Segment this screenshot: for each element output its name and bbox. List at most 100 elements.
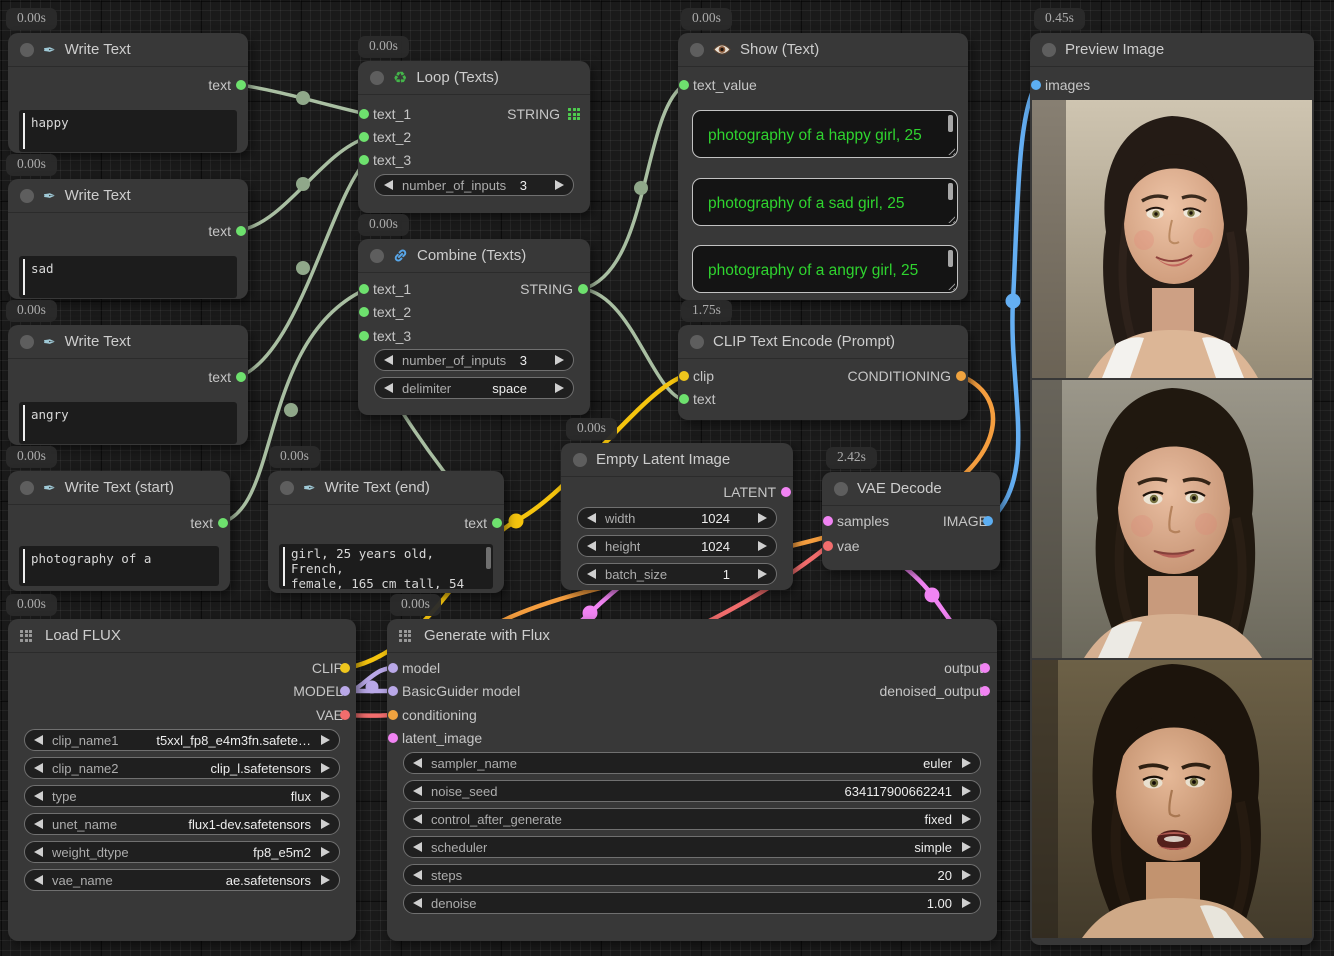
node-combine-texts[interactable]: Combine (Texts) text_1 text_2 text_3 STR… (358, 239, 590, 415)
increment-arrow-icon[interactable] (758, 541, 767, 551)
input-slot-basicguider-model[interactable] (388, 686, 398, 696)
preview-image-sad[interactable] (1032, 380, 1312, 658)
decrement-arrow-icon[interactable] (413, 870, 422, 880)
increment-arrow-icon[interactable] (962, 814, 971, 824)
resize-handle-icon[interactable] (946, 214, 955, 223)
input-slot-text1[interactable] (359, 109, 369, 119)
input-slot-text1[interactable] (359, 284, 369, 294)
scrollbar-thumb[interactable] (948, 250, 953, 267)
decrement-arrow-icon[interactable] (384, 383, 393, 393)
widget-unet-name[interactable]: unet_name flux1-dev.safetensors (24, 813, 340, 835)
widget-weight-dtype[interactable]: weight_dtype fp8_e5m2 (24, 841, 340, 863)
decrement-arrow-icon[interactable] (413, 814, 422, 824)
increment-arrow-icon[interactable] (962, 870, 971, 880)
text-input[interactable]: happy (19, 110, 237, 152)
reroute-dot[interactable] (924, 587, 940, 603)
decrement-arrow-icon[interactable] (413, 758, 422, 768)
widget-steps[interactable]: steps 20 (403, 864, 981, 886)
decrement-arrow-icon[interactable] (34, 847, 43, 857)
collapse-dot[interactable] (280, 480, 294, 495)
increment-arrow-icon[interactable] (758, 569, 767, 579)
reroute-dot[interactable] (365, 680, 379, 694)
reroute-dot[interactable] (284, 403, 298, 417)
output-slot-model[interactable] (340, 686, 350, 696)
resize-handle-icon[interactable] (946, 281, 955, 290)
widget-type[interactable]: type flux (24, 785, 340, 807)
node-clip-text-encode[interactable]: CLIP Text Encode (Prompt) clip text COND… (678, 325, 968, 420)
decrement-arrow-icon[interactable] (34, 875, 43, 885)
decrement-arrow-icon[interactable] (413, 786, 422, 796)
increment-arrow-icon[interactable] (962, 842, 971, 852)
widget-scheduler[interactable]: scheduler simple (403, 836, 981, 858)
collapse-dot[interactable] (370, 248, 384, 263)
output-slot-text[interactable] (236, 80, 246, 90)
preview-image-angry[interactable] (1032, 660, 1312, 938)
increment-arrow-icon[interactable] (962, 786, 971, 796)
increment-arrow-icon[interactable] (962, 898, 971, 908)
widget-delimiter[interactable]: delimiter space (374, 377, 574, 399)
output-slot-text[interactable] (236, 226, 246, 236)
increment-arrow-icon[interactable] (321, 819, 330, 829)
output-slot-output[interactable] (980, 663, 990, 673)
output-slot-vae[interactable] (340, 710, 350, 720)
decrement-arrow-icon[interactable] (413, 898, 422, 908)
widget-number-of-inputs[interactable]: number_of_inputs 3 (374, 349, 574, 371)
collapse-dot[interactable] (834, 481, 848, 496)
collapse-dot[interactable] (20, 42, 34, 57)
scrollbar-thumb[interactable] (948, 115, 953, 132)
increment-arrow-icon[interactable] (555, 383, 564, 393)
reroute-dot[interactable] (1005, 293, 1021, 309)
widget-noise-seed[interactable]: noise_seed 634117900662241 (403, 780, 981, 802)
increment-arrow-icon[interactable] (555, 355, 564, 365)
collapse-dot[interactable] (690, 42, 704, 57)
resize-handle-icon[interactable] (946, 146, 955, 155)
decrement-arrow-icon[interactable] (587, 541, 596, 551)
collapse-dot[interactable] (20, 480, 34, 495)
output-slot-denoised-output[interactable] (980, 686, 990, 696)
node-preview-image[interactable]: Preview Image images (1030, 33, 1314, 945)
output-slot-text[interactable] (218, 518, 228, 528)
increment-arrow-icon[interactable] (555, 180, 564, 190)
widget-vae-name[interactable]: vae_name ae.safetensors (24, 869, 340, 891)
node-write-text-sad[interactable]: ✒ Write Text text sad (8, 179, 248, 299)
widget-batch-size[interactable]: batch_size 1 (577, 563, 777, 585)
output-slot-latent[interactable] (781, 487, 791, 497)
collapse-dot[interactable] (20, 188, 34, 203)
increment-arrow-icon[interactable] (321, 763, 330, 773)
node-write-text-happy[interactable]: ✒ Write Text text happy (8, 33, 248, 153)
decrement-arrow-icon[interactable] (34, 791, 43, 801)
widget-denoise[interactable]: denoise 1.00 (403, 892, 981, 914)
reroute-dot[interactable] (296, 261, 310, 275)
input-slot-text-value[interactable] (679, 80, 689, 90)
collapse-dot[interactable] (690, 334, 704, 349)
input-slot-samples[interactable] (823, 516, 833, 526)
widget-width[interactable]: width 1024 (577, 507, 777, 529)
reroute-dot[interactable] (296, 177, 310, 191)
node-loop-texts[interactable]: ♻ Loop (Texts) text_1 text_2 text_3 STRI… (358, 61, 590, 213)
output-slot-conditioning[interactable] (956, 371, 966, 381)
output-slot-clip[interactable] (340, 663, 350, 673)
collapse-dot[interactable] (370, 70, 384, 85)
decrement-arrow-icon[interactable] (384, 180, 393, 190)
text-input[interactable]: girl, 25 years old, French, female, 165 … (279, 544, 493, 589)
decrement-arrow-icon[interactable] (587, 569, 596, 579)
input-slot-clip[interactable] (679, 371, 689, 381)
collapse-dot[interactable] (1042, 42, 1056, 57)
decrement-arrow-icon[interactable] (34, 735, 43, 745)
collapse-dot[interactable] (20, 334, 34, 349)
widget-height[interactable]: height 1024 (577, 535, 777, 557)
input-slot-text2[interactable] (359, 132, 369, 142)
increment-arrow-icon[interactable] (321, 875, 330, 885)
text-input[interactable]: photography of a (19, 546, 219, 586)
input-slot-latent-image[interactable] (388, 733, 398, 743)
increment-arrow-icon[interactable] (321, 847, 330, 857)
output-slot-string[interactable] (578, 284, 588, 294)
output-slot-text[interactable] (236, 372, 246, 382)
node-write-text-angry[interactable]: ✒ Write Text text angry (8, 325, 248, 445)
increment-arrow-icon[interactable] (962, 758, 971, 768)
collapse-dot[interactable] (573, 452, 587, 467)
decrement-arrow-icon[interactable] (384, 355, 393, 365)
